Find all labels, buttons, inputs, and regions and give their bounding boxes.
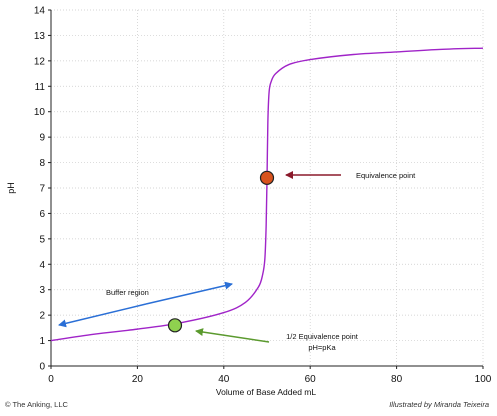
half-equivalence-sublabel: pH=pKa	[308, 343, 336, 352]
x-tick-label: 20	[132, 374, 144, 385]
y-tick-label: 6	[39, 209, 45, 220]
y-axis-label: pH	[6, 182, 16, 194]
x-axis-label: Volume of Base Added mL	[216, 387, 316, 397]
copyright-text: © The Anking, LLC	[5, 400, 68, 409]
y-tick-label: 0	[39, 362, 45, 373]
annotation-layer: Equivalence point 1/2 Equivalence point …	[58, 171, 416, 352]
equivalence-point	[259, 170, 275, 185]
half-equivalence-point	[167, 318, 183, 333]
x-tick-label: 100	[475, 374, 492, 385]
x-tick-label: 0	[48, 374, 54, 385]
y-tick-label: 10	[34, 107, 46, 118]
y-tick-label: 8	[39, 158, 45, 169]
x-tick-label: 80	[391, 374, 403, 385]
y-tick-label: 2	[39, 311, 45, 322]
y-tick-label: 1	[39, 336, 45, 347]
y-tick-label: 5	[39, 234, 45, 245]
y-tick-label: 3	[39, 285, 45, 296]
y-tick-label: 13	[34, 31, 46, 42]
y-tick-label: 14	[34, 6, 46, 17]
buffer-region-label: Buffer region	[106, 288, 149, 297]
illustrator-credit: Illustrated by Miranda Teixeira	[389, 400, 489, 409]
y-tick-label: 4	[39, 260, 45, 271]
buffer-arrow-left	[58, 303, 147, 328]
y-tick-label: 9	[39, 133, 45, 144]
points-layer	[167, 170, 275, 333]
equivalence-label: Equivalence point	[356, 171, 416, 180]
y-tick-label: 12	[34, 56, 46, 67]
y-tick-label: 7	[39, 184, 45, 195]
half-equivalence-arrow	[195, 328, 270, 343]
half-equivalence-label: 1/2 Equivalence point	[286, 332, 359, 341]
x-tick-label: 60	[305, 374, 317, 385]
x-tick-labels: 0 20 40 60 80 100	[48, 366, 492, 385]
buffer-arrow-right	[145, 281, 233, 305]
y-tick-label: 11	[35, 82, 46, 93]
x-tick-label: 40	[218, 374, 230, 385]
